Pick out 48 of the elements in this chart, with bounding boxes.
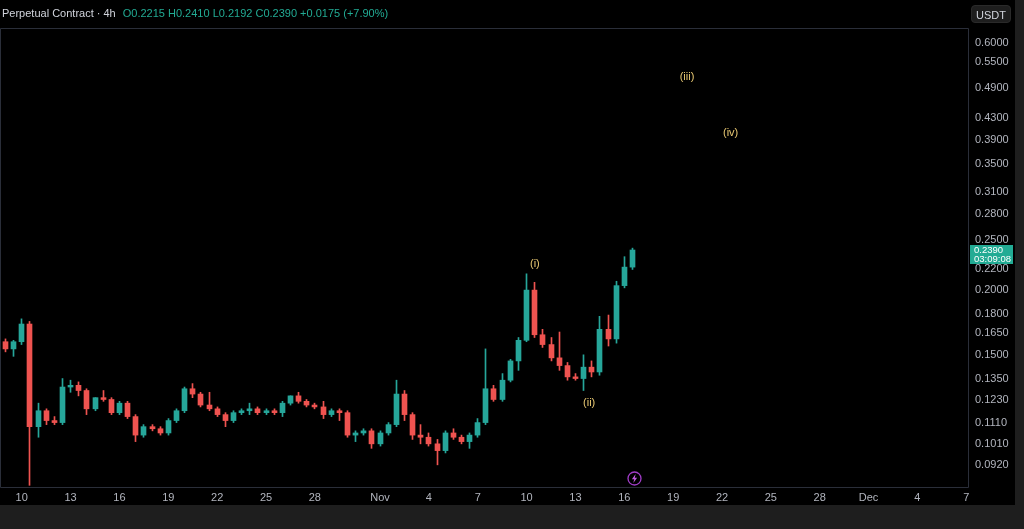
x-tick-label: 28 — [308, 490, 321, 503]
x-tick-label: Nov — [370, 490, 391, 503]
annotation: (i) — [530, 257, 540, 270]
y-tick-label: 0.3900 — [975, 132, 1009, 145]
x-tick-label: 19 — [667, 490, 680, 503]
x-tick-label: Dec — [858, 490, 879, 503]
x-tick-label: 4 — [425, 490, 432, 503]
x-tick-label: 16 — [618, 490, 631, 503]
y-tick-label: 0.4900 — [975, 81, 1009, 94]
y-tick-label: 0.1350 — [975, 371, 1009, 384]
y-tick-label: 0.5500 — [975, 55, 1009, 68]
x-tick-label: 10 — [15, 490, 28, 503]
y-tick-label: 0.4300 — [975, 110, 1009, 123]
y-axis-title: USDT — [971, 5, 1011, 23]
x-tick-label: 28 — [813, 490, 826, 503]
y-tick-label: 0.1650 — [975, 326, 1009, 339]
y-tick-label: 0.3500 — [975, 157, 1009, 170]
x-tick-label: 19 — [162, 490, 175, 503]
x-tick-label: 4 — [914, 490, 921, 503]
y-tick-label: 0.0920 — [975, 457, 1009, 470]
y-tick-label: 0.3100 — [975, 184, 1009, 197]
annotation: (iii) — [679, 70, 695, 83]
y-tick-label: 0.2000 — [975, 283, 1009, 296]
text: 03:09:08 — [974, 252, 1011, 264]
y-tick-label: 0.2500 — [975, 232, 1009, 245]
x-tick-label: 22 — [211, 490, 224, 503]
x-tick-label: 25 — [764, 490, 777, 503]
chart-subtitle: O0.2215 H0.2410 L0.2192 C0.2390 +0.0175 (+7.90%) — [122, 7, 389, 19]
x-tick-label: 13 — [64, 490, 77, 503]
x-tick-label: 16 — [113, 490, 126, 503]
y-tick-label: 0.1010 — [975, 436, 1009, 449]
x-tick-label: 7 — [963, 490, 970, 503]
y-tick-label: 0.1800 — [975, 306, 1009, 319]
y-tick-label: 0.6000 — [975, 35, 1009, 48]
y-tick-label: 0.2800 — [975, 207, 1009, 220]
x-tick-label: 10 — [520, 490, 533, 503]
x-tick-label: 13 — [569, 490, 582, 503]
annotation: (ii) — [583, 395, 596, 408]
y-tick-label: 0.1500 — [975, 347, 1009, 360]
annotation: (iv) — [722, 125, 739, 138]
chart-title: Perpetual Contract · 4h — [2, 7, 116, 19]
x-tick-label: 22 — [715, 490, 729, 503]
x-tick-label: 7 — [474, 490, 481, 503]
y-tick-label: 0.1230 — [975, 392, 1009, 405]
x-tick-label: 25 — [259, 490, 273, 503]
y-tick-label: 0.2200 — [975, 261, 1009, 274]
y-tick-label: 0.1110 — [975, 415, 1008, 428]
text: 0.2390 — [974, 243, 1004, 255]
